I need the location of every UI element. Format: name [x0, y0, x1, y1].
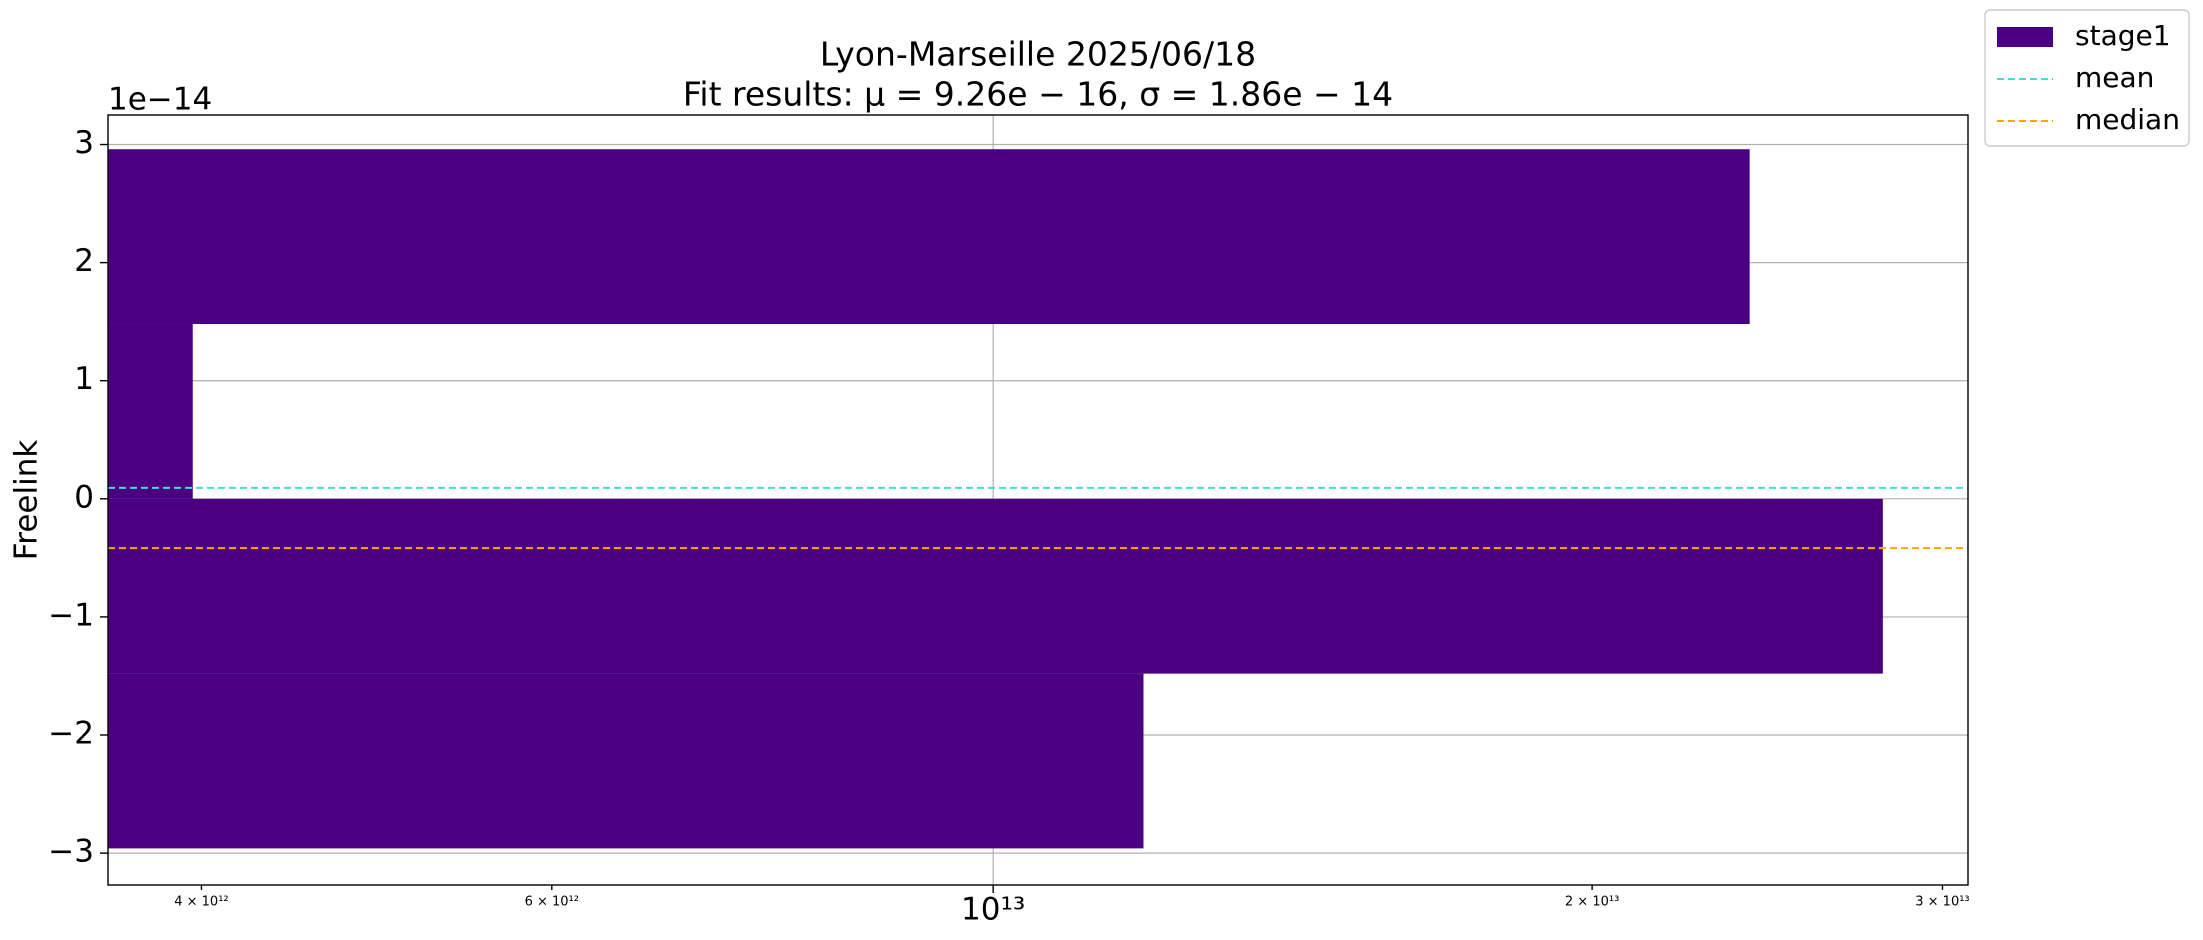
- bar: [108, 498, 1883, 674]
- legend-patch: [1997, 27, 2053, 47]
- y-tick-label: 2: [74, 243, 94, 279]
- bar: [108, 149, 1750, 325]
- chart-subtitle: Fit results: μ = 9.26e − 16, σ = 1.86e −…: [683, 75, 1393, 114]
- y-tick-label: 3: [74, 125, 94, 161]
- x-tick-label: 3 × 10¹³: [1915, 895, 1969, 910]
- y-tick-label: 0: [74, 479, 94, 515]
- y-tick-label: −3: [48, 834, 94, 870]
- y-tick-label: −2: [48, 716, 94, 752]
- x-tick-label: 2 × 10¹³: [1565, 895, 1619, 910]
- plot-frame: [107, 114, 1969, 886]
- x-tick-label: 10¹³: [961, 892, 1025, 928]
- y-tick-label: −1: [48, 597, 94, 633]
- y-offset-label: 1e−14: [108, 82, 212, 118]
- legend-label: median: [2075, 103, 2180, 136]
- legend-label: mean: [2075, 61, 2154, 94]
- y-tick-label: 1: [74, 361, 94, 397]
- bar: [108, 324, 193, 499]
- y-axis-label: Freelink: [9, 440, 45, 561]
- chart-title: Lyon-Marseille 2025/06/18: [820, 35, 1256, 74]
- legend-label: stage1: [2075, 19, 2171, 52]
- x-tick-label: 4 × 10¹²: [174, 895, 228, 910]
- legend: stage1 mean median: [1984, 9, 2190, 147]
- bar: [108, 673, 1144, 849]
- x-tick-label: 6 × 10¹²: [525, 895, 579, 910]
